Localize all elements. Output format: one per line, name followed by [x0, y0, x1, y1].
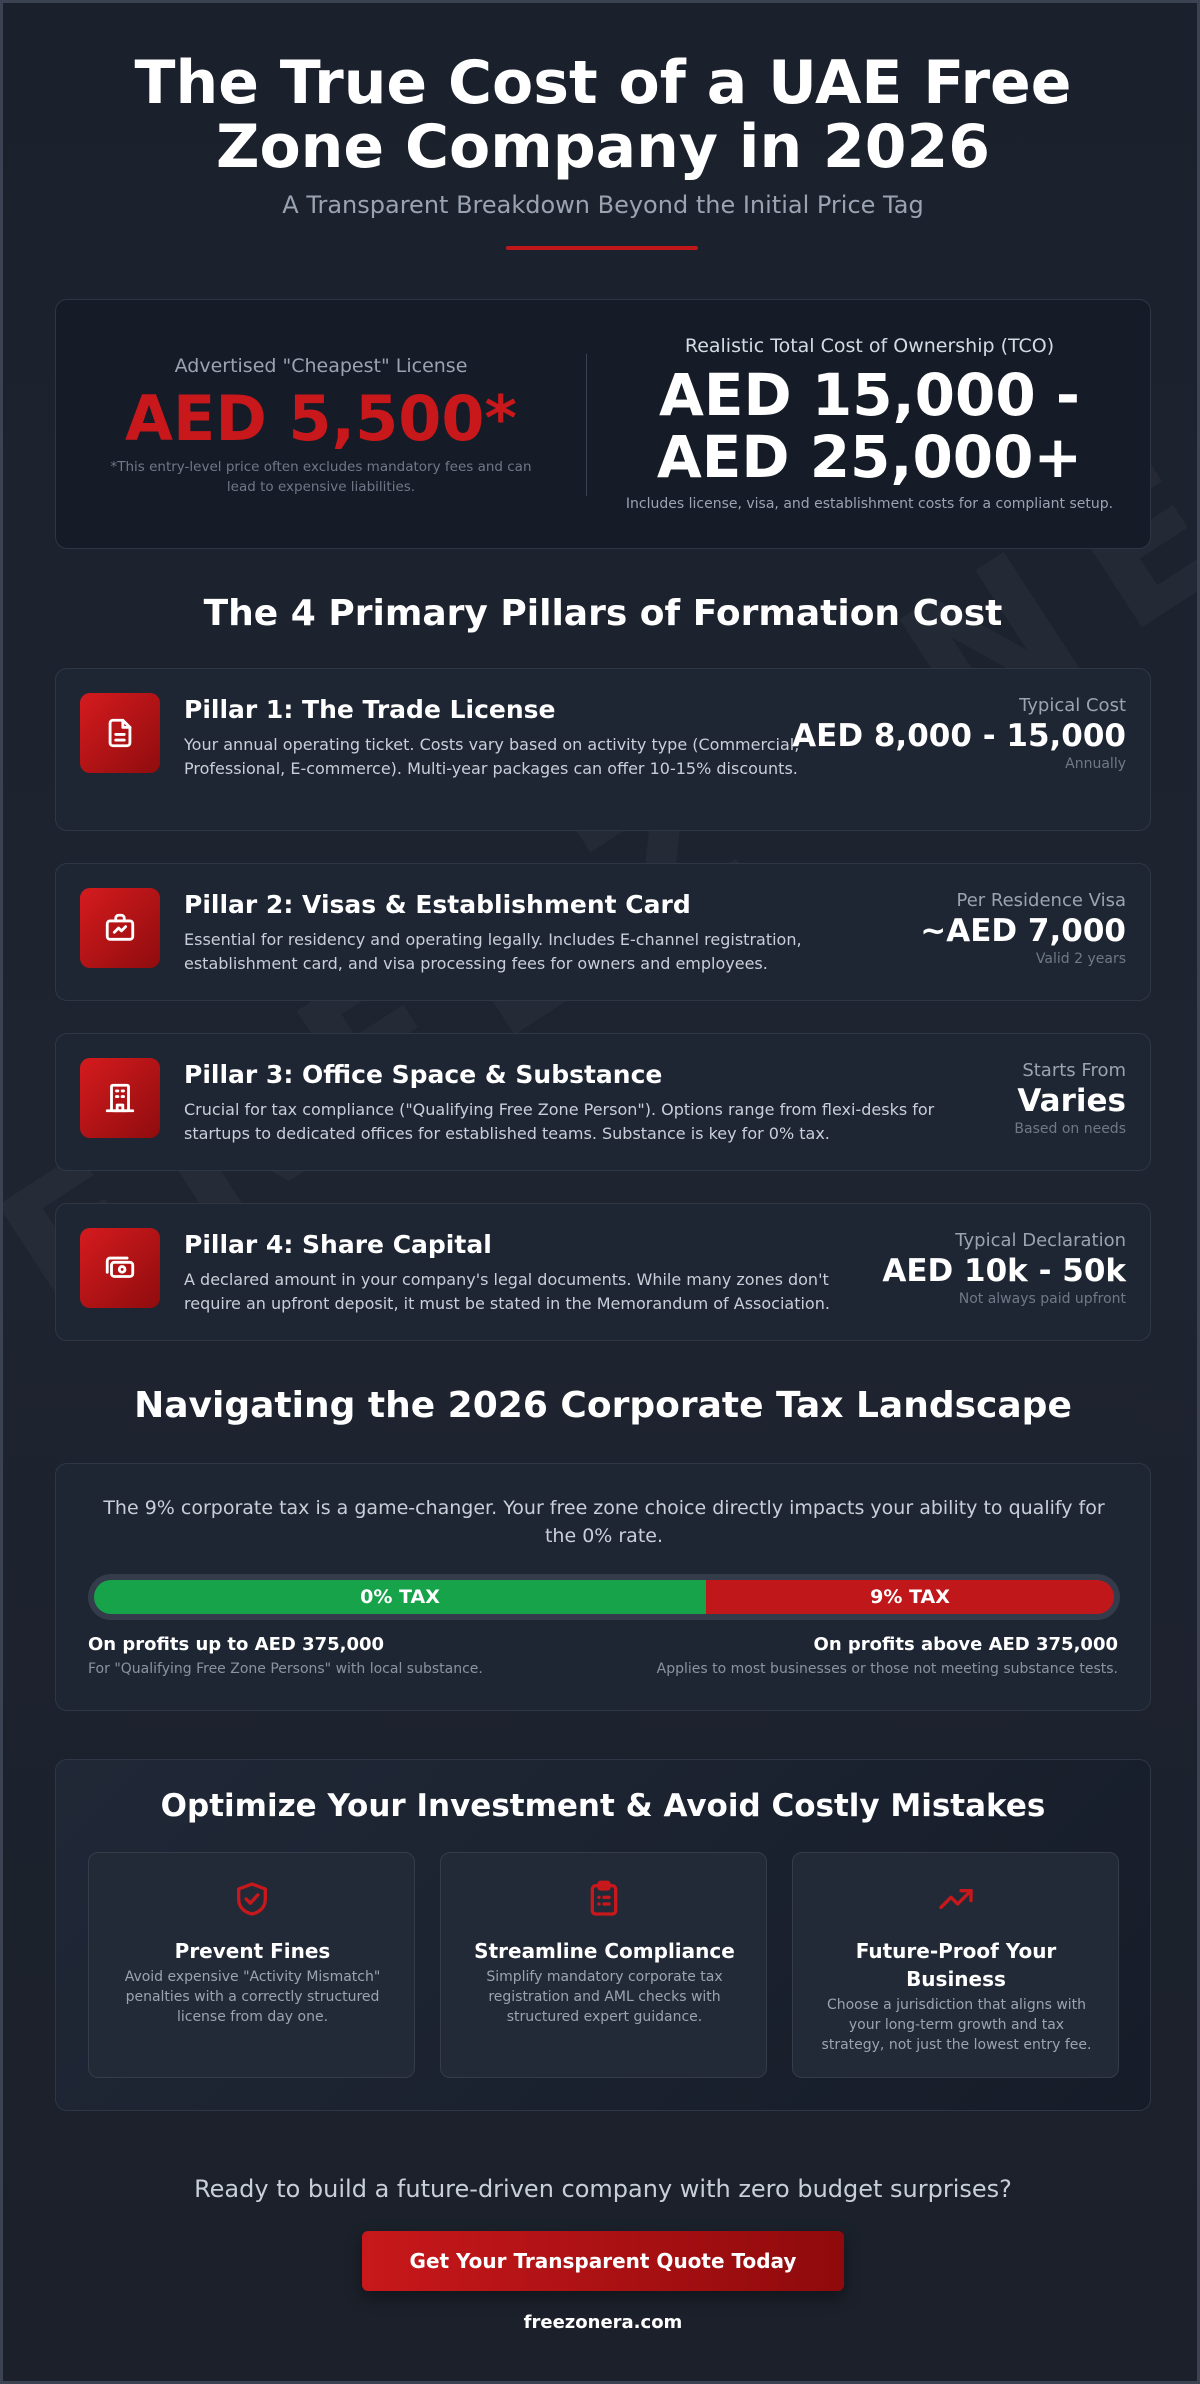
pillar-card-office-space: Pillar 3: Office Space & Substance Cruci…: [55, 1033, 1151, 1171]
tax-bar-track: 0% TAX 9% TAX: [94, 1580, 1114, 1614]
benefit-card-future-proof: Future-Proof Your Business Choose a juri…: [792, 1852, 1119, 2078]
title-divider: [506, 246, 698, 250]
optimize-card: Optimize Your Investment & Avoid Costly …: [55, 1759, 1151, 2111]
pillar-description: Crucial for tax compliance ("Qualifying …: [184, 1100, 935, 1143]
cta-text: Ready to build a future-driven company w…: [194, 2175, 1012, 2203]
trending-up-icon: [938, 1889, 973, 1909]
pillar-icon-box: [80, 693, 160, 773]
shield-check-icon: [236, 1882, 267, 1916]
pillars-section-title: The 4 Primary Pillars of Formation Cost: [203, 593, 1003, 634]
get-quote-button[interactable]: Get Your Transparent Quote Today: [362, 2231, 844, 2291]
tax-section-title: Navigating the 2026 Corporate Tax Landsc…: [134, 1385, 1072, 1426]
benefit-title: Prevent Fines: [174, 1939, 331, 1963]
cost-note: Based on needs: [1014, 1121, 1126, 1137]
pillar-card-share-capital: Pillar 4: Share Capital A declared amoun…: [55, 1203, 1151, 1341]
advertised-label: Advertised "Cheapest" License: [174, 355, 468, 377]
page-title: The True Cost of a UAE Free Zone Company…: [134, 48, 1072, 182]
clipboard-list-icon: [590, 1880, 617, 1916]
tco-price-line-2: AED 25,000+: [656, 423, 1083, 491]
tax-intro: The 9% corporate tax is a game-changer. …: [103, 1497, 1105, 1547]
pillar-card-trade-license: Pillar 1: The Trade License Your annual …: [55, 668, 1151, 831]
pillar-name: Pillar 4: Share Capital: [184, 1230, 492, 1259]
tax-nine-threshold: On profits above AED 375,000: [813, 1634, 1118, 1655]
tax-nine-segment: 9% TAX: [706, 1580, 1114, 1614]
document-icon: [108, 718, 132, 748]
tax-zero-segment: 0% TAX: [94, 1580, 706, 1614]
tco-note: Includes license, visa, and establishmen…: [625, 496, 1114, 512]
benefit-icon-wrap: [793, 1879, 1118, 1919]
tco-panel: Realistic Total Cost of Ownership (TCO) …: [587, 300, 1152, 550]
cost-value: Varies: [1017, 1083, 1126, 1119]
cost-label: Starts From: [1022, 1060, 1126, 1081]
tax-split-bar: 0% TAX 9% TAX: [88, 1574, 1120, 1620]
cost-label: Typical Cost: [1019, 695, 1126, 716]
pillar-card-visas: Pillar 2: Visas & Establishment Card Ess…: [55, 863, 1151, 1001]
benefit-icon-wrap: [89, 1879, 414, 1919]
pillar-icon-box: [80, 1058, 160, 1138]
tco-price: AED 15,000 - AED 25,000+: [587, 364, 1152, 488]
cost-value: AED 10k - 50k: [882, 1253, 1126, 1289]
advertised-note: *This entry-level price often excludes m…: [110, 459, 532, 495]
passport-icon: [105, 913, 135, 941]
comparison-divider: [586, 354, 587, 496]
page-subtitle: A Transparent Breakdown Beyond the Initi…: [282, 191, 924, 219]
cost-note: Not always paid upfront: [958, 1291, 1126, 1307]
pillar-cost: Starts From Varies Based on needs: [1014, 1060, 1126, 1137]
pillar-name: Pillar 3: Office Space & Substance: [184, 1060, 663, 1089]
benefit-card-prevent-fines: Prevent Fines Avoid expensive "Activity …: [88, 1852, 415, 2078]
tax-nine-note: Applies to most businesses or those not …: [656, 1661, 1118, 1677]
pillar-name: Pillar 1: The Trade License: [184, 695, 556, 724]
cost-label: Typical Declaration: [955, 1230, 1126, 1251]
cost-value: ~AED 7,000: [920, 913, 1126, 949]
advertised-price-panel: Advertised "Cheapest" License AED 5,500*…: [56, 300, 586, 550]
benefit-description: Simplify mandatory corporate tax registr…: [486, 1969, 723, 2025]
cost-value: AED 8,000 - 15,000: [792, 718, 1126, 754]
benefit-title: Future-Proof Your Business: [855, 1939, 1057, 1991]
pillar-icon-box: [80, 888, 160, 968]
pillar-description: A declared amount in your company's lega…: [184, 1270, 830, 1313]
pillar-name: Pillar 2: Visas & Establishment Card: [184, 890, 691, 919]
benefit-title: Streamline Compliance: [474, 1939, 735, 1963]
pillar-description: Your annual operating ticket. Costs vary…: [184, 735, 800, 778]
tax-zero-note: For "Qualifying Free Zone Persons" with …: [88, 1661, 483, 1677]
pillar-icon-box: [80, 1228, 160, 1308]
tax-card: The 9% corporate tax is a game-changer. …: [55, 1463, 1151, 1711]
pillar-cost: Per Residence Visa ~AED 7,000 Valid 2 ye…: [920, 890, 1126, 967]
tax-nine-caption: On profits above AED 375,000 Applies to …: [657, 1634, 1118, 1677]
building-icon: [105, 1083, 135, 1113]
benefit-card-streamline: Streamline Compliance Simplify mandatory…: [440, 1852, 767, 2078]
money-icon: [105, 1256, 135, 1278]
tax-zero-threshold: On profits up to AED 375,000: [88, 1634, 385, 1655]
price-comparison-card: Advertised "Cheapest" License AED 5,500*…: [55, 299, 1151, 549]
website-link[interactable]: freezonera.com: [523, 2312, 683, 2333]
cost-note: Annually: [1065, 756, 1126, 772]
cost-label: Per Residence Visa: [956, 890, 1127, 911]
cost-note: Valid 2 years: [1035, 951, 1126, 967]
benefit-description: Choose a jurisdiction that aligns with y…: [821, 1997, 1092, 2053]
tco-label: Realistic Total Cost of Ownership (TCO): [684, 335, 1055, 357]
tco-price-line-1: AED 15,000 -: [659, 361, 1080, 429]
benefit-icon-wrap: [441, 1879, 766, 1919]
pillar-cost: Typical Cost AED 8,000 - 15,000 Annually: [792, 695, 1126, 772]
advertised-price: AED 5,500*: [125, 382, 517, 455]
pillar-cost: Typical Declaration AED 10k - 50k Not al…: [882, 1230, 1126, 1307]
optimize-section-title: Optimize Your Investment & Avoid Costly …: [160, 1788, 1046, 1824]
benefit-description: Avoid expensive "Activity Mismatch" pena…: [124, 1969, 381, 2025]
tax-zero-caption: On profits up to AED 375,000 For "Qualif…: [88, 1634, 483, 1677]
pillar-description: Essential for residency and operating le…: [184, 930, 802, 973]
